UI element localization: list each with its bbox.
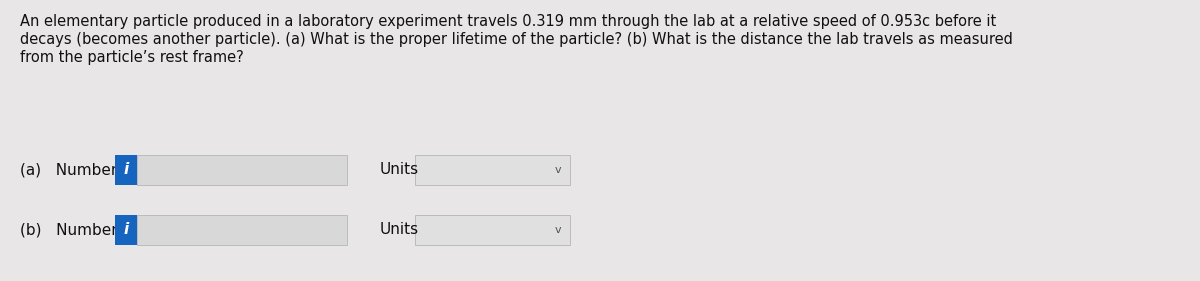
FancyBboxPatch shape [115, 155, 137, 185]
Text: Units: Units [380, 223, 419, 237]
Text: from the particle’s rest frame?: from the particle’s rest frame? [20, 50, 244, 65]
Text: (b)   Number: (b) Number [20, 223, 118, 237]
Text: v: v [554, 165, 562, 175]
Text: An elementary particle produced in a laboratory experiment travels 0.319 mm thro: An elementary particle produced in a lab… [20, 14, 996, 29]
Text: i: i [124, 223, 128, 237]
FancyBboxPatch shape [415, 215, 570, 245]
Text: (a)   Number: (a) Number [20, 162, 118, 178]
Text: decays (becomes another particle). (a) What is the proper lifetime of the partic: decays (becomes another particle). (a) W… [20, 32, 1013, 47]
FancyBboxPatch shape [137, 155, 347, 185]
FancyBboxPatch shape [115, 215, 137, 245]
FancyBboxPatch shape [415, 155, 570, 185]
Text: Units: Units [380, 162, 419, 178]
FancyBboxPatch shape [137, 215, 347, 245]
Text: v: v [554, 225, 562, 235]
Text: i: i [124, 162, 128, 178]
